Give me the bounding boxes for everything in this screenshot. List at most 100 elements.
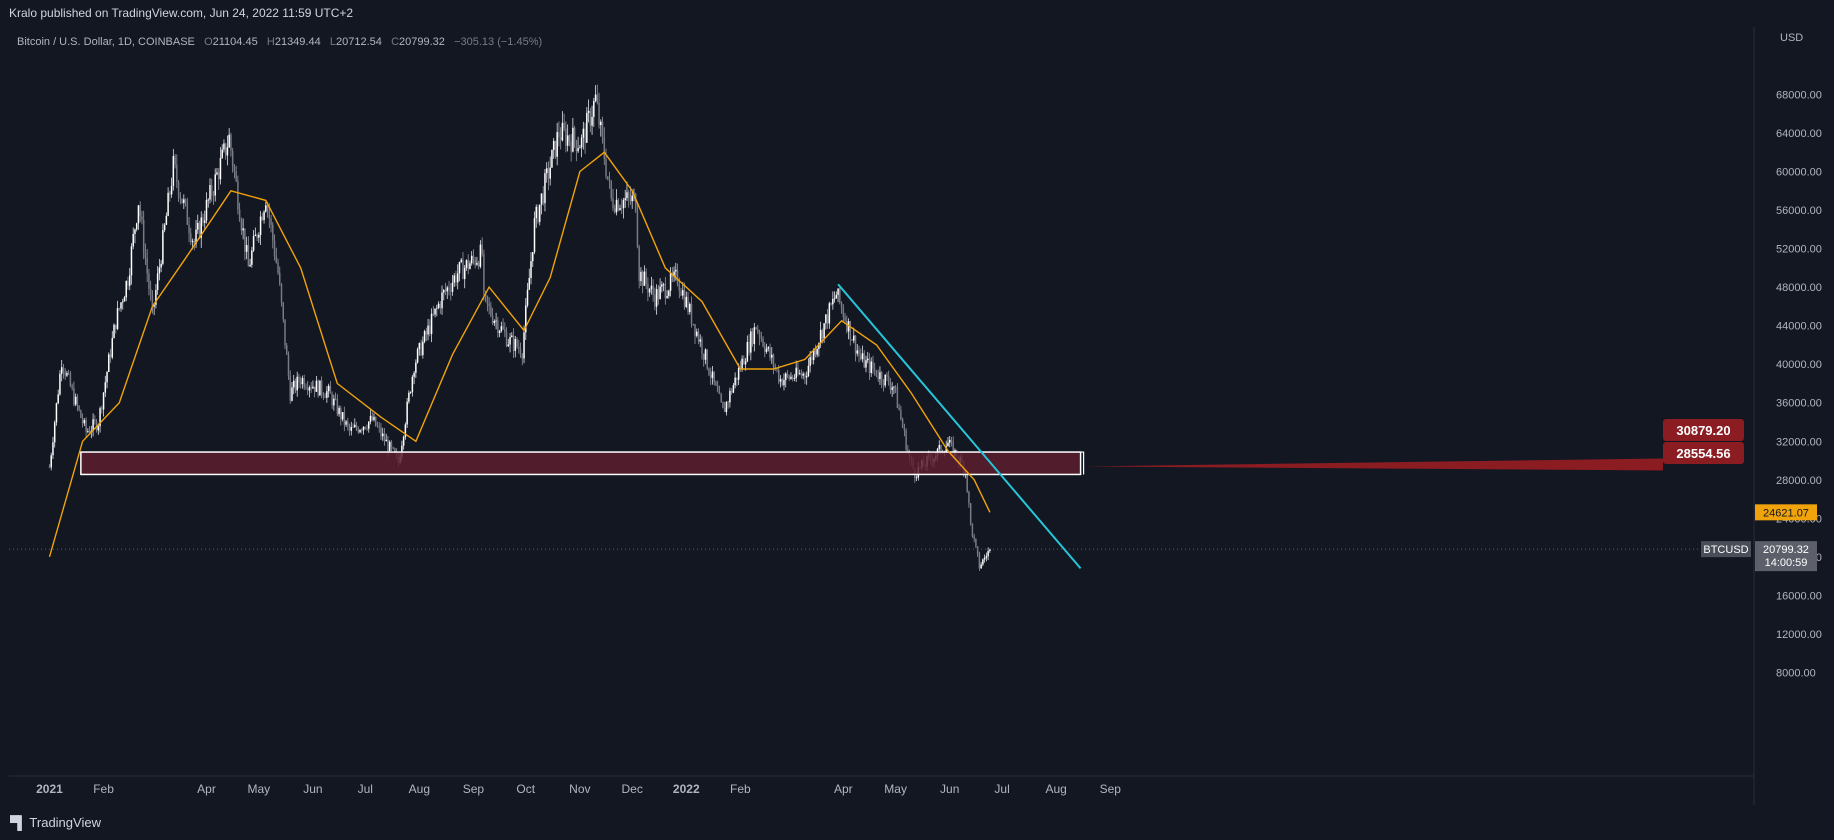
candle: [373, 416, 375, 421]
candle: [197, 222, 199, 230]
candle: [518, 346, 520, 349]
zone-low-badge[interactable]: [1663, 442, 1744, 465]
candle: [833, 298, 836, 300]
candle: [507, 344, 510, 347]
candle: [966, 470, 968, 492]
candle: [793, 378, 796, 379]
candle: [310, 387, 312, 389]
candle: [109, 354, 112, 358]
zone-high-label: 30879.20: [1676, 423, 1730, 438]
tradingview-logo[interactable]: ▀▌ TradingView: [10, 815, 101, 830]
candle: [361, 430, 363, 431]
candle: [556, 132, 558, 157]
candle: [584, 128, 586, 143]
candle: [462, 259, 464, 280]
candle: [729, 390, 731, 403]
candle: [856, 350, 859, 354]
candle: [430, 313, 433, 334]
candle: [502, 326, 504, 330]
candle: [380, 427, 382, 437]
candle: [558, 132, 560, 138]
candle: [647, 283, 649, 293]
candle: [191, 240, 194, 242]
candle: [875, 370, 878, 377]
time-tick-label: Jun: [940, 782, 959, 796]
tradingview-wordmark: TradingView: [29, 815, 101, 830]
candle: [849, 321, 852, 340]
support-zone[interactable]: [80, 451, 1082, 476]
candle: [463, 267, 466, 280]
candle: [162, 230, 164, 264]
time-tick-label: Jun: [303, 782, 322, 796]
time-tick-label: Nov: [569, 782, 590, 796]
candle: [973, 536, 975, 539]
candle: [263, 211, 265, 221]
candle: [142, 219, 145, 253]
candle: [92, 419, 94, 431]
candle: [839, 288, 841, 303]
candle: [448, 287, 450, 291]
candle: [497, 320, 499, 334]
candle: [641, 271, 644, 286]
change-value: −305.13 (−1.45%): [454, 36, 543, 48]
price-tick-label: 44000.00: [1776, 321, 1822, 333]
candle: [880, 372, 883, 383]
candle: [643, 271, 646, 286]
time-tick-label: 2022: [673, 782, 700, 796]
price-tick-label: 32000.00: [1776, 436, 1822, 448]
candle: [256, 234, 258, 238]
trendline[interactable]: [837, 283, 1082, 570]
symbol-name[interactable]: Bitcoin / U.S. Dollar, 1D, COINBASE: [17, 36, 195, 48]
candle: [662, 284, 665, 286]
candle: [303, 378, 305, 388]
zone-high-badge[interactable]: [1663, 419, 1744, 442]
candle: [158, 267, 161, 274]
ticker-label: BTCUSD: [1703, 544, 1748, 556]
candle: [784, 373, 787, 381]
candle: [449, 290, 452, 292]
candle: [108, 354, 110, 372]
candle: [338, 407, 340, 415]
candle: [184, 199, 187, 202]
candle: [453, 275, 455, 283]
candle: [415, 362, 417, 373]
candle: [971, 523, 974, 537]
candle: [418, 343, 421, 350]
candle: [179, 196, 182, 199]
chart-area[interactable]: 68000.00 64000.00 60000.00 56000.00 52000.00…: [9, 27, 1833, 805]
candle: [598, 102, 600, 126]
candle: [570, 141, 572, 152]
candle: [130, 246, 133, 276]
candle: [755, 327, 757, 330]
price-chart[interactable]: 68000.00 64000.00 60000.00 56000.00 52000.00…: [9, 27, 1833, 805]
candle: [526, 289, 529, 306]
candle: [800, 373, 803, 376]
candle: [87, 430, 89, 432]
candle: [907, 449, 909, 452]
candle: [540, 193, 543, 205]
candle: [767, 347, 770, 349]
candle: [734, 377, 736, 386]
candle: [593, 100, 595, 117]
candle: [456, 273, 459, 283]
candle: [301, 378, 304, 385]
candle: [434, 308, 436, 315]
candle: [272, 224, 274, 241]
candle: [381, 433, 384, 437]
price-tick-label: 16000.00: [1776, 590, 1822, 602]
candle: [81, 417, 84, 424]
candle: [523, 332, 525, 359]
candle: [226, 147, 229, 156]
candle: [744, 361, 747, 365]
candle: [85, 420, 87, 432]
candle: [371, 415, 373, 421]
candle: [825, 314, 827, 324]
candle: [270, 218, 272, 225]
candle: [413, 372, 415, 377]
candle: [455, 275, 457, 283]
candle: [268, 208, 271, 219]
candle: [352, 427, 354, 428]
price-tick-label: 48000.00: [1776, 282, 1822, 294]
candle: [214, 174, 216, 196]
candle: [343, 412, 346, 425]
